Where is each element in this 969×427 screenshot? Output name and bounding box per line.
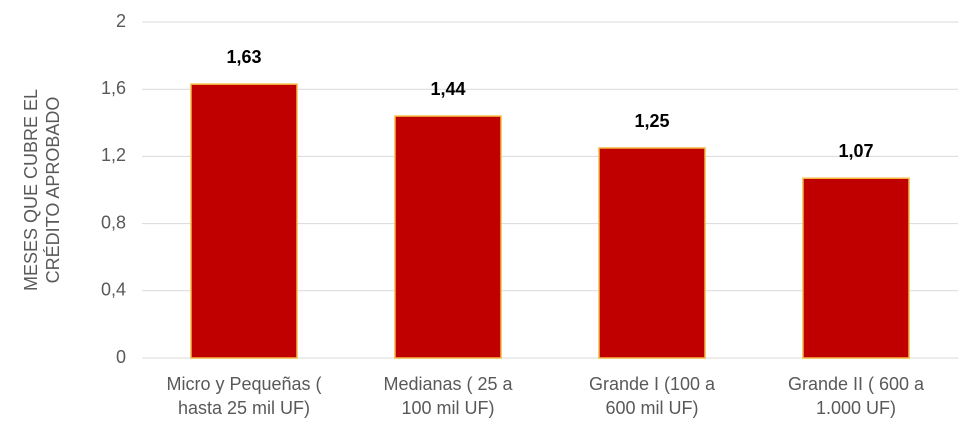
data-label: 1,63	[226, 47, 261, 67]
bar	[598, 147, 706, 359]
x-tick-label: Medianas ( 25 a	[383, 374, 513, 394]
bar	[394, 115, 502, 359]
y-tick-label: 2	[116, 11, 126, 31]
y-tick-label: 0	[116, 347, 126, 367]
x-tick-label: Grande II ( 600 a	[788, 374, 925, 394]
y-tick-label: 1,6	[101, 78, 126, 98]
x-tick-label: Grande I (100 a	[589, 374, 716, 394]
y-tick-label: 0,4	[101, 280, 126, 300]
y-axis-label-line: MESES QUE CUBRE EL	[21, 89, 41, 291]
x-tick-label: 1.000 UF)	[816, 398, 896, 418]
y-tick-label: 1,2	[101, 145, 126, 165]
x-tick-label: Micro y Pequeñas (	[166, 374, 321, 394]
y-axis-label: MESES QUE CUBRE EL CRÉDITO APROBADO	[21, 89, 63, 291]
bar	[802, 177, 910, 359]
y-tick-label: 0,8	[101, 212, 126, 232]
bar	[190, 83, 298, 359]
data-label: 1,25	[634, 111, 669, 131]
x-tick-label: 100 mil UF)	[401, 398, 494, 418]
x-tick-label: hasta 25 mil UF)	[178, 398, 310, 418]
x-tick-label: 600 mil UF)	[605, 398, 698, 418]
data-label: 1,44	[430, 79, 465, 99]
y-axis-label-line: CRÉDITO APROBADO	[43, 97, 63, 284]
data-label: 1,07	[838, 141, 873, 161]
